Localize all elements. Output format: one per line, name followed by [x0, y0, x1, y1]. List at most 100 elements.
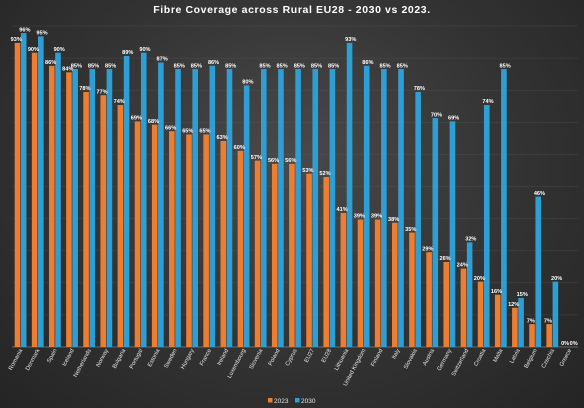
bar-2030-belgium	[535, 196, 542, 347]
x-tick-label: Bulgaria	[112, 347, 128, 369]
data-label: 46%	[534, 191, 545, 197]
bar-2023-estonia	[151, 124, 158, 347]
x-tick-label: Germany	[437, 348, 454, 372]
bar-2030-romania	[20, 33, 27, 348]
bar-2023-switzerland	[460, 268, 467, 347]
x-tick-label: France	[199, 348, 213, 367]
bar-2030-bulgaria	[123, 55, 130, 347]
bar-2030-slovakia	[415, 91, 421, 347]
data-label: 56%	[268, 158, 279, 164]
bar-2030-eu28	[329, 69, 336, 348]
bar-2023-france	[203, 134, 209, 347]
data-label: 32%	[465, 237, 476, 243]
bar-2030-slovenia	[260, 69, 267, 348]
data-label: 69%	[131, 116, 142, 122]
bar-2023-malta	[494, 294, 501, 347]
data-label: 12%	[508, 302, 519, 308]
bar-2023-portugal	[134, 121, 141, 348]
data-label: 85%	[174, 63, 185, 69]
bar-2023-poland	[271, 163, 278, 347]
bar-2030-latvia	[518, 297, 524, 347]
bar-2030-france	[209, 65, 216, 347]
data-label: 86%	[208, 60, 219, 66]
bar-2023-norway	[100, 95, 107, 348]
legend-swatch-2030	[295, 398, 300, 403]
x-tick-label: Ireland	[217, 348, 231, 366]
data-label: 68%	[148, 119, 159, 125]
x-tick-label: Hungary	[180, 348, 196, 370]
x-tick-label: EU28	[321, 348, 333, 364]
data-label: 85%	[259, 63, 270, 69]
x-tick-label: Denmark	[25, 348, 41, 372]
chart-title: Fibre Coverage across Rural EU28 - 2030 …	[153, 4, 431, 16]
data-label: 26%	[439, 256, 450, 262]
bar-2030-austria	[432, 118, 439, 347]
x-tick-label: Slovakia	[403, 347, 419, 370]
bar-2030-netherlands	[89, 69, 96, 348]
data-label: 65%	[182, 129, 193, 135]
data-label: 85%	[379, 63, 390, 69]
bar-2023-finland	[374, 219, 381, 347]
x-tick-label: Portugal	[129, 348, 144, 370]
bar-2023-germany	[443, 261, 450, 347]
x-tick-label: Norway	[96, 348, 111, 368]
bar-2023-ireland	[220, 140, 227, 347]
data-label: 66%	[165, 125, 176, 131]
legend-label-2023: 2023	[274, 398, 289, 405]
x-tick-label: Croatia	[473, 347, 487, 367]
data-label: 74%	[482, 99, 493, 105]
bar-2023-hungary	[186, 134, 192, 347]
bar-2030-finland	[381, 69, 387, 348]
x-tick-label: Latvia	[509, 347, 522, 364]
legend-swatch-2023	[268, 398, 273, 403]
data-label: 69%	[448, 116, 459, 122]
bar-2023-denmark	[31, 52, 38, 347]
bar-2023-lithuania	[340, 212, 347, 347]
data-label: 95%	[36, 31, 47, 37]
data-label: 85%	[500, 63, 511, 69]
bar-2030-switzerland	[466, 242, 473, 347]
x-tick-label: Estonia	[147, 347, 162, 368]
data-label: 65%	[199, 129, 210, 135]
bar-2030-denmark	[38, 36, 44, 347]
legend: 2023 2030	[268, 398, 316, 405]
bar-2030-united-kingdom	[363, 65, 370, 347]
data-label: 80%	[242, 80, 253, 86]
data-label: 7%	[544, 318, 552, 324]
x-tick-label: Iceland	[62, 348, 76, 367]
bar-2030-hungary	[192, 69, 198, 348]
data-label: 39%	[371, 214, 382, 220]
x-tick-label: Austria	[422, 347, 436, 366]
data-label: 39%	[354, 214, 365, 220]
bar-2023-iceland	[66, 72, 72, 347]
bar-2023-italy	[392, 222, 398, 347]
bar-2030-ireland	[226, 69, 233, 348]
x-tick-label: Luxembourg	[227, 348, 247, 379]
data-label: 7%	[527, 318, 535, 324]
data-label: 41%	[337, 207, 348, 213]
bar-2030-germany	[449, 121, 456, 348]
x-tick-label: Romania	[8, 347, 25, 371]
data-label: 0%	[561, 341, 569, 347]
data-label: 90%	[28, 47, 39, 53]
bar-2023-belgium	[529, 324, 535, 347]
bar-2030-cyprus	[295, 69, 301, 348]
x-tick-label: Malta	[493, 347, 505, 363]
bar-2030-sweden	[175, 69, 181, 348]
data-label: 53%	[302, 168, 313, 174]
data-label: 85%	[88, 63, 99, 69]
data-label: 70%	[431, 112, 442, 118]
bar-2023-slovenia	[254, 160, 261, 347]
bar-2030-estonia	[158, 62, 164, 347]
x-tick-label: Switzerland	[451, 348, 470, 377]
bar-2023-cyprus	[289, 163, 295, 347]
bar-2030-malta	[501, 69, 507, 348]
x-tick-label: Poland	[268, 348, 282, 367]
bar-value-labels: 93%96%90%95%86%90%84%85%78%85%77%85%74%8…	[11, 27, 578, 347]
x-tick-label: Greece	[559, 348, 573, 368]
bar-2023-romania	[14, 42, 21, 347]
data-label: 86%	[45, 60, 56, 66]
data-label: 16%	[491, 289, 502, 295]
